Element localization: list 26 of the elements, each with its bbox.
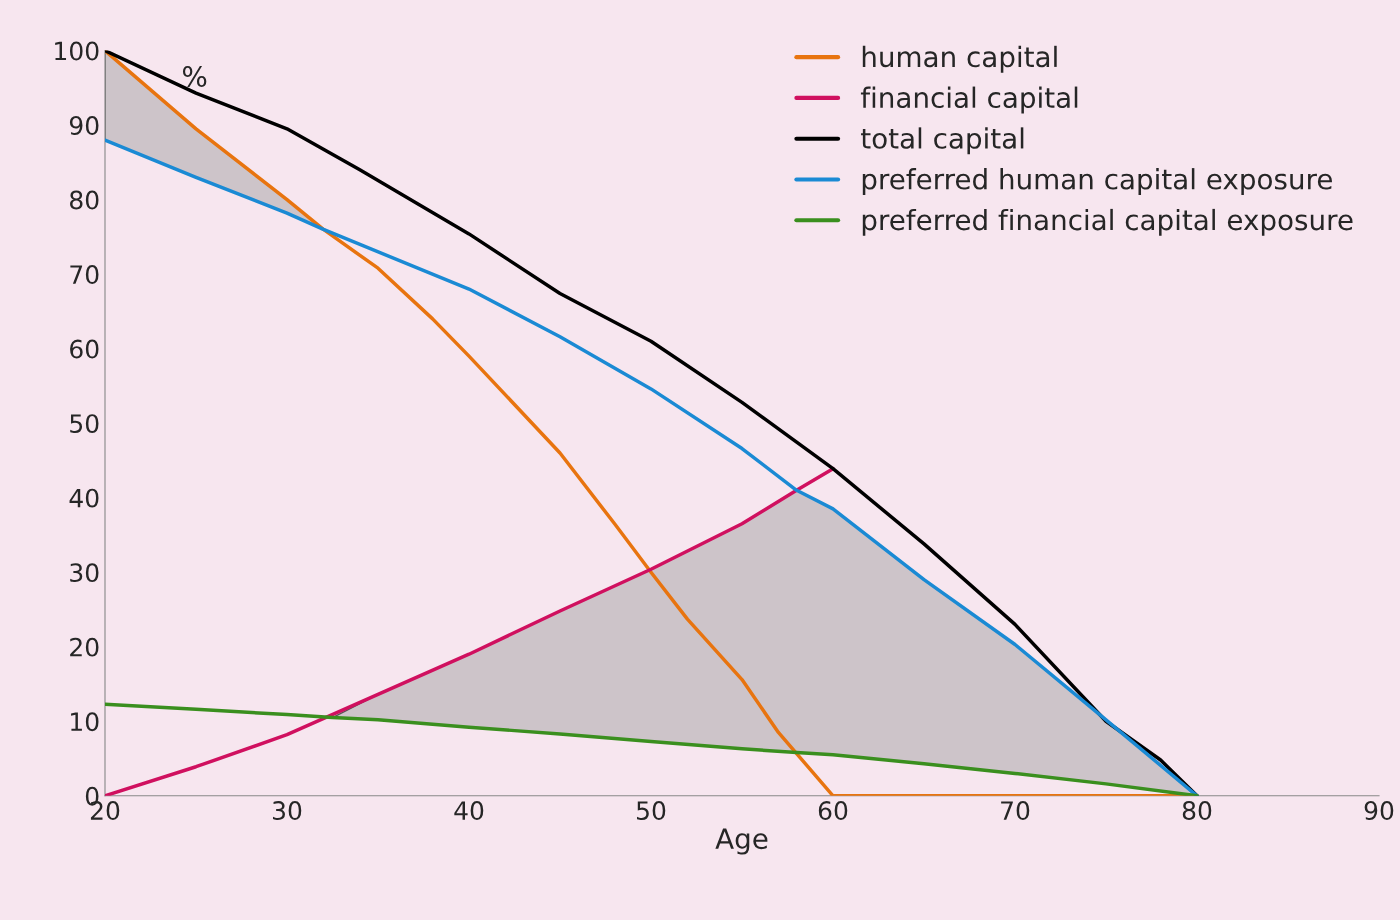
y-tick-label: 100 [55, 41, 99, 61]
y-tick-label: 70 [70, 265, 99, 285]
line-series [105, 702, 1199, 796]
x-tick-label: 90 [1364, 801, 1394, 821]
legend-label: preferred financial capital exposure [862, 208, 1353, 236]
y-tick-label: 80 [70, 190, 99, 210]
y-tick-label: 20 [70, 637, 99, 657]
x-tick-label: 60 [818, 801, 848, 821]
x-tick-label: 50 [637, 801, 666, 821]
y-tick-label: 60 [70, 339, 99, 359]
x-tick-label: 40 [454, 801, 484, 821]
y-tick-label: 90 [69, 116, 99, 135]
x-tick-label: 70 [1001, 801, 1030, 821]
legend-label: financial capital [860, 86, 1078, 114]
y-tick-label: 10 [71, 712, 99, 732]
y-tick-label: 40 [69, 488, 99, 508]
y-axis-title: % [182, 65, 207, 88]
x-tick-label: 80 [1182, 801, 1212, 821]
x-tick-label: 30 [273, 801, 302, 821]
legend-label: total capital [861, 127, 1024, 155]
line-series [105, 466, 835, 796]
legend-label: preferred human capital exposure [862, 168, 1332, 195]
y-tick-label: 30 [70, 563, 99, 583]
y-tick-label: 50 [70, 414, 99, 434]
x-axis-title: Age [715, 828, 768, 855]
legend-label: human capital [862, 45, 1057, 73]
